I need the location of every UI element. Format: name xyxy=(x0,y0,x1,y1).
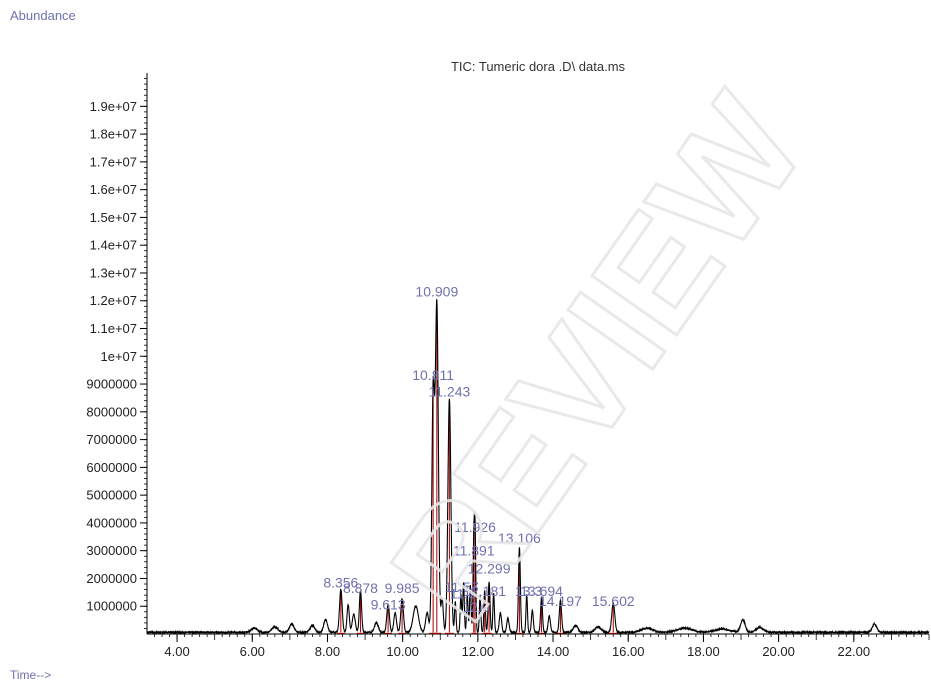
peak-label: 12.0 xyxy=(462,599,489,615)
y-axis-title: Abundance xyxy=(10,8,76,23)
peak-label: 11.57 xyxy=(445,579,479,595)
x-tick-label: 8.00 xyxy=(315,644,340,659)
chart-title: TIC: Tumeric dora .D\ data.ms xyxy=(451,59,626,74)
peak-label: 13.3 xyxy=(515,583,542,599)
x-tick-label: 12.00 xyxy=(462,644,495,659)
peak-label: 13.106 xyxy=(498,530,541,546)
x-tick-label: 18.00 xyxy=(687,644,720,659)
y-axis-ticks: 1000000 2000000 3000000 4000000 5000000 60000… xyxy=(86,78,147,629)
x-tick-label: 4.00 xyxy=(164,644,189,659)
x-tick-label: 20.00 xyxy=(762,644,795,659)
peak-label: 10.811 xyxy=(412,367,454,383)
y-tick-label: 1.5e+07 xyxy=(90,210,137,225)
y-tick-label: 1.2e+07 xyxy=(90,293,137,308)
x-tick-label: 22.00 xyxy=(838,644,871,659)
x-tick-label: 14.00 xyxy=(537,644,570,659)
peak-label: 14.197 xyxy=(539,593,582,609)
y-tick-label: 4000000 xyxy=(86,515,137,530)
y-tick-label: 6000000 xyxy=(86,460,137,475)
y-tick-label: 1.3e+07 xyxy=(90,265,137,280)
peak-label: 8.878 xyxy=(343,580,378,596)
peak-label: 9.613 xyxy=(371,596,406,612)
y-tick-label: 1.1e+07 xyxy=(90,321,137,336)
x-axis-ticks: 4.00 6.00 8.00 10.00 12.00 14.00 16.00 18.00 20.… xyxy=(154,634,930,659)
y-tick-label: 1000000 xyxy=(86,599,137,614)
y-tick-label: 1.9e+07 xyxy=(90,99,137,114)
watermark-text: REVIEW xyxy=(359,67,836,648)
y-tick-label: 1e+07 xyxy=(100,349,137,364)
x-axis-title: Time--> xyxy=(10,668,52,682)
peak-label: 11.891 xyxy=(453,542,495,558)
x-tick-label: 10.00 xyxy=(386,644,419,659)
peak-label: 8.356 xyxy=(323,575,358,591)
y-tick-label: 8000000 xyxy=(86,404,137,419)
y-tick-label: 9000000 xyxy=(86,377,137,392)
y-tick-label: 3000000 xyxy=(86,543,137,558)
y-tick-label: 2000000 xyxy=(86,571,137,586)
peak-label: 12.299 xyxy=(468,560,511,576)
peak-label: 9.985 xyxy=(385,580,420,596)
peak-label: 11.926 xyxy=(454,519,496,535)
peak-label: 12.181 xyxy=(463,583,506,599)
peak-label: 11.6 xyxy=(450,586,476,602)
y-tick-label: 5000000 xyxy=(86,488,137,503)
y-tick-label: 1.4e+07 xyxy=(90,238,137,253)
y-tick-label: 7000000 xyxy=(86,432,137,447)
tic-trace-line xyxy=(146,298,930,636)
y-tick-label: 1.8e+07 xyxy=(90,127,137,142)
peak-label: 11.243 xyxy=(428,384,470,400)
x-tick-label: 6.00 xyxy=(240,644,265,659)
peak-label: 15.602 xyxy=(592,593,635,609)
peak-label: 13.694 xyxy=(520,583,563,599)
y-tick-label: 1.7e+07 xyxy=(90,154,137,169)
x-tick-label: 16.00 xyxy=(612,644,645,659)
peak-label: 10.909 xyxy=(415,284,458,300)
y-tick-label: 1.6e+07 xyxy=(90,182,137,197)
